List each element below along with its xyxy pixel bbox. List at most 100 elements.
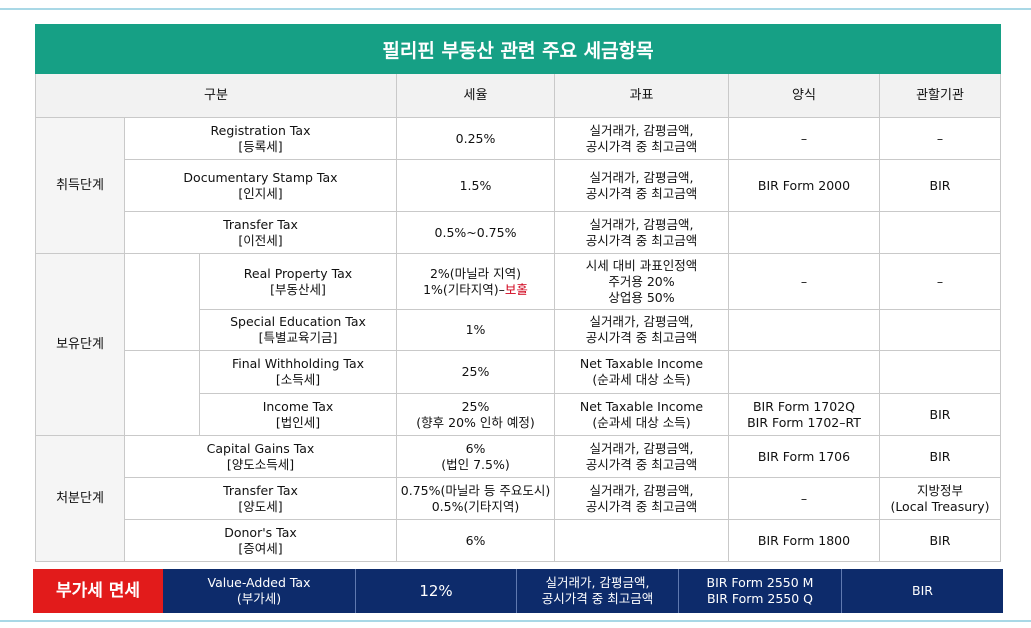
vat-exempt-label: 부가세 면세	[33, 569, 163, 613]
holding-subgroup-local	[125, 254, 200, 351]
row-income-name: Income Tax [법인세]	[200, 394, 397, 436]
vat-rate: 12%	[419, 582, 453, 600]
final-withholding-base-2: (순과세 대상 소득)	[592, 372, 691, 387]
row-capital-gains-form: BIR Form 1706	[729, 436, 880, 478]
documentary-form: BIR Form 2000	[757, 177, 851, 193]
vat-agency: BIR	[912, 583, 933, 598]
vat-name-cell: Value-Added Tax (부가세)	[163, 569, 356, 613]
page-title: 필리핀 부동산 관련 주요 세금항목	[35, 24, 1001, 74]
row-donor-base	[555, 520, 729, 562]
vat-name: Value-Added Tax	[207, 575, 311, 590]
bottom-rule	[0, 620, 1031, 622]
vat-base-1: 실거래가, 감평금액,	[545, 575, 650, 590]
stage-acquisition-text: 취득단계	[56, 177, 104, 193]
registration-agency: –	[936, 130, 944, 146]
real-property-agency: –	[936, 273, 944, 289]
capital-gains-base-2: 공시가격 중 최고금액	[585, 456, 698, 472]
transfer-acq-base-1: 실거래가, 감평금액,	[589, 216, 694, 232]
donor-form: BIR Form 1800	[757, 532, 851, 548]
income-name: Income Tax	[262, 398, 334, 414]
stage-disposal: 처분단계	[35, 436, 125, 562]
transfer-disp-base-1: 실거래가, 감평금액,	[589, 482, 694, 498]
registration-base-2: 공시가격 중 최고금액	[585, 138, 698, 154]
header-base: 과표	[555, 74, 729, 118]
row-real-property-base: 시세 대비 과표인정액 주거용 20% 상업용 50%	[555, 254, 729, 310]
income-form-1: BIR Form 1702Q	[752, 398, 856, 414]
income-base-2: (순과세 대상 소득)	[592, 414, 691, 430]
row-real-property-form: –	[729, 254, 880, 310]
row-income-base: Net Taxable Income (순과세 대상 소득)	[555, 394, 729, 436]
transfer-acq-base-2: 공시가격 중 최고금액	[585, 232, 698, 248]
transfer-disp-rate-1: 0.75%(마닐라 등 주요도시)	[400, 482, 551, 498]
transfer-disp-agency-2: (Local Treasury)	[890, 498, 990, 514]
header-rate-text: 세율	[463, 87, 488, 103]
capital-gains-rate-2: (법인 7.5%)	[441, 456, 510, 472]
donor-agency: BIR	[929, 532, 951, 548]
final-withholding-rate: 25%	[461, 364, 490, 379]
transfer-acq-name: Transfer Tax	[223, 216, 298, 232]
row-capital-gains-base: 실거래가, 감평금액, 공시가격 중 최고금액	[555, 436, 729, 478]
special-edu-name: Special Education Tax	[230, 314, 366, 329]
row-transfer-disp-base: 실거래가, 감평금액, 공시가격 중 최고금액	[555, 478, 729, 520]
vat-form-cell: BIR Form 2550 M BIR Form 2550 Q	[679, 569, 842, 613]
row-special-edu-agency	[880, 310, 1001, 351]
vat-exempt-label-text: 부가세 면세	[55, 581, 141, 601]
header-base-text: 과표	[629, 87, 654, 103]
row-final-withholding-base: Net Taxable Income (순과세 대상 소득)	[555, 351, 729, 394]
stage-holding-text: 보유단계	[56, 336, 104, 352]
registration-name: Registration Tax	[210, 122, 311, 138]
documentary-agency: BIR	[929, 177, 951, 193]
vat-base-cell: 실거래가, 감평금액, 공시가격 중 최고금액	[517, 569, 679, 613]
row-donor-agency: BIR	[880, 520, 1001, 562]
row-registration-name: Registration Tax [등록세]	[125, 118, 397, 160]
header-agency: 관할기관	[880, 74, 1001, 118]
row-transfer-acq-agency	[880, 212, 1001, 254]
row-income-rate: 25% (향후 20% 인하 예정)	[397, 394, 555, 436]
registration-base-1: 실거래가, 감평금액,	[589, 122, 694, 138]
header-rate: 세율	[397, 74, 555, 118]
capital-gains-name: Capital Gains Tax	[206, 440, 315, 456]
real-property-rate-2: 1%(기타지역)–보홀	[423, 282, 528, 298]
row-registration-form: –	[729, 118, 880, 160]
transfer-disp-form: –	[800, 490, 808, 506]
documentary-rate: 1.5%	[459, 177, 492, 193]
header-form-text: 양식	[792, 87, 816, 103]
donor-rate: 6%	[465, 532, 486, 548]
transfer-acq-rate: 0.5%~0.75%	[434, 224, 517, 240]
row-registration-agency: –	[880, 118, 1001, 160]
final-withholding-name-ko: [소득세]	[275, 372, 321, 387]
donor-name-ko: [증여세]	[238, 540, 283, 556]
transfer-disp-name: Transfer Tax	[223, 482, 298, 498]
row-special-edu-form	[729, 310, 880, 351]
stage-holding: 보유단계	[35, 254, 125, 436]
real-property-form: –	[800, 273, 808, 289]
row-documentary-agency: BIR	[880, 160, 1001, 212]
vat-rate-cell: 12%	[356, 569, 517, 613]
vat-form-1: BIR Form 2550 M	[706, 575, 814, 590]
row-real-property-name: Real Property Tax [부동산세]	[200, 254, 397, 310]
row-capital-gains-agency: BIR	[880, 436, 1001, 478]
row-capital-gains-rate: 6% (법인 7.5%)	[397, 436, 555, 478]
row-transfer-disp-agency: 지방정부 (Local Treasury)	[880, 478, 1001, 520]
real-property-rate-1: 2%(마닐라 지역)	[429, 265, 522, 281]
row-registration-rate: 0.25%	[397, 118, 555, 160]
row-donor-form: BIR Form 1800	[729, 520, 880, 562]
stage-disposal-text: 처분단계	[56, 490, 104, 506]
row-transfer-acq-base: 실거래가, 감평금액, 공시가격 중 최고금액	[555, 212, 729, 254]
row-final-withholding-agency	[880, 351, 1001, 394]
real-property-rate-bohol: 보홀	[504, 281, 528, 297]
donor-name: Donor's Tax	[224, 524, 297, 540]
capital-gains-agency: BIR	[929, 448, 951, 464]
holding-subgroup-income	[125, 351, 200, 436]
vat-form-2: BIR Form 2550 Q	[706, 591, 813, 606]
real-property-name-ko: [부동산세]	[270, 281, 326, 297]
registration-rate: 0.25%	[455, 130, 496, 146]
row-special-edu-rate: 1%	[397, 310, 555, 351]
stage-acquisition: 취득단계	[35, 118, 125, 254]
capital-gains-name-ko: [양도소득세]	[226, 456, 295, 472]
transfer-acq-name-ko: [이전세]	[238, 232, 283, 248]
special-edu-base-2: 공시가격 중 최고금액	[585, 330, 698, 345]
row-transfer-disp-form: –	[729, 478, 880, 520]
transfer-disp-rate-2: 0.5%(기타지역)	[431, 498, 520, 514]
header-category-text: 구분	[204, 87, 228, 103]
